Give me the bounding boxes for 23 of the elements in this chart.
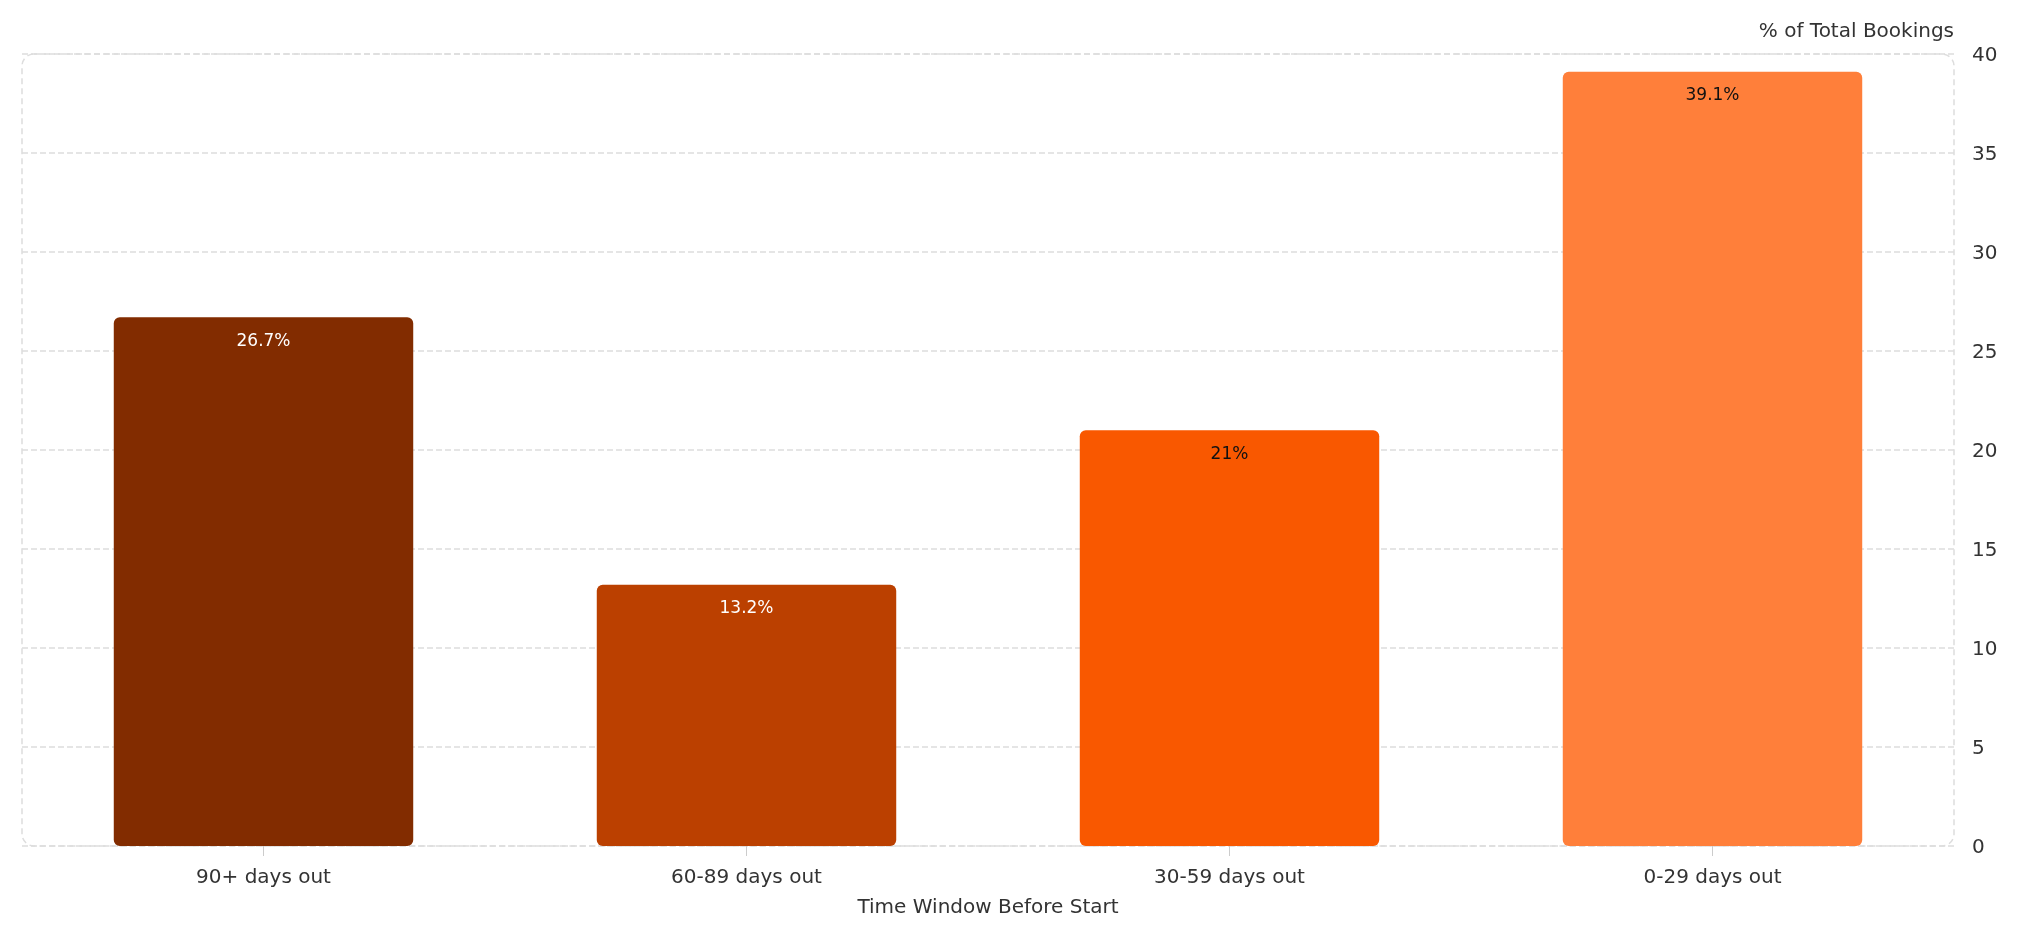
data-label: 13.2%: [719, 597, 774, 618]
y-tick-label: 30: [1972, 240, 1998, 264]
bar: [1562, 71, 1863, 846]
x-tick-label: 90+ days out: [196, 864, 332, 888]
x-tick-label: 30-59 days out: [1154, 864, 1306, 888]
bar: [1079, 430, 1380, 846]
y-tick-label: 0: [1972, 834, 1985, 858]
y-tick-label: 10: [1972, 636, 1998, 660]
bar: [596, 584, 897, 846]
y-axis-title: % of Total Bookings: [1758, 18, 1954, 42]
x-axis-title: Time Window Before Start: [856, 894, 1119, 918]
x-tick-label: 0-29 days out: [1643, 864, 1782, 888]
y-tick-label: 20: [1972, 438, 1998, 462]
data-label: 26.7%: [236, 329, 291, 350]
y-tick-label: 35: [1972, 141, 1998, 165]
data-label: 21%: [1210, 442, 1249, 463]
y-tick-label: 40: [1972, 42, 1998, 66]
y-tick-label: 25: [1972, 339, 1998, 363]
data-label: 39.1%: [1685, 84, 1740, 105]
y-tick-label: 15: [1972, 537, 1998, 561]
bar: [113, 317, 414, 846]
y-tick-label: 5: [1972, 735, 1985, 759]
x-tick-label: 60-89 days out: [671, 864, 823, 888]
